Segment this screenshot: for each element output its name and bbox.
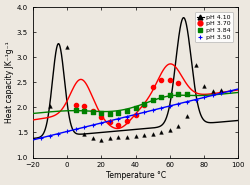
Point (125, 136, 129, 139)
Point (134, 135, 138, 138)
Point (228, 90, 232, 92)
Point (202, 85, 206, 88)
Point (176, 82, 180, 85)
Point (91, 124, 95, 127)
Point (194, 98, 198, 101)
Point (134, 107, 138, 110)
Point (168, 94, 172, 97)
Point (99, 116, 103, 119)
Point (159, 107, 163, 110)
Point (219, 88, 223, 91)
Point (91, 137, 95, 140)
Point (125, 115, 129, 118)
Point (108, 112, 112, 115)
Point (116, 117, 120, 120)
Point (211, 90, 215, 93)
Point (151, 86, 155, 89)
Point (194, 63, 198, 66)
Point (108, 137, 112, 140)
Point (108, 119, 112, 122)
Point (65, 46, 69, 49)
Legend: pH 4.10, pH 3.70, pH 3.84, pH 3.50: pH 4.10, pH 3.70, pH 3.84, pH 3.50 (195, 12, 233, 42)
Point (211, 94, 215, 97)
Point (168, 129, 172, 132)
Point (82, 126, 86, 129)
Point (91, 111, 95, 114)
Point (159, 96, 163, 99)
Point (74, 108, 78, 111)
Point (74, 128, 78, 131)
X-axis label: Temperature °C: Temperature °C (106, 171, 166, 180)
Point (39, 136, 43, 139)
Point (159, 78, 163, 81)
Point (125, 110, 129, 113)
Point (116, 112, 120, 115)
Point (151, 109, 155, 112)
Point (82, 110, 86, 112)
Point (116, 124, 120, 127)
Point (176, 125, 180, 128)
Point (56, 132, 60, 135)
Point (185, 100, 189, 103)
Point (99, 122, 103, 125)
Y-axis label: Heat capacity JK⁻¹g⁻¹: Heat capacity JK⁻¹g⁻¹ (5, 42, 14, 123)
Point (99, 139, 103, 142)
Point (219, 92, 223, 95)
Point (125, 120, 129, 123)
Point (151, 99, 155, 102)
Point (168, 105, 172, 107)
Point (74, 103, 78, 106)
Point (134, 113, 138, 116)
Point (82, 133, 86, 136)
Point (185, 92, 189, 95)
Point (82, 105, 86, 108)
Point (108, 121, 112, 124)
Point (202, 96, 206, 99)
Point (185, 115, 189, 118)
Point (168, 78, 172, 81)
Point (48, 105, 52, 108)
Point (91, 110, 95, 113)
Point (142, 111, 146, 114)
Point (142, 102, 146, 105)
Point (159, 131, 163, 134)
Point (176, 93, 180, 96)
Point (48, 134, 52, 137)
Point (142, 103, 146, 106)
Point (142, 134, 146, 137)
Point (116, 136, 120, 139)
Point (65, 130, 69, 133)
Point (134, 113, 138, 116)
Point (99, 112, 103, 115)
Point (176, 102, 180, 105)
Point (151, 132, 155, 135)
